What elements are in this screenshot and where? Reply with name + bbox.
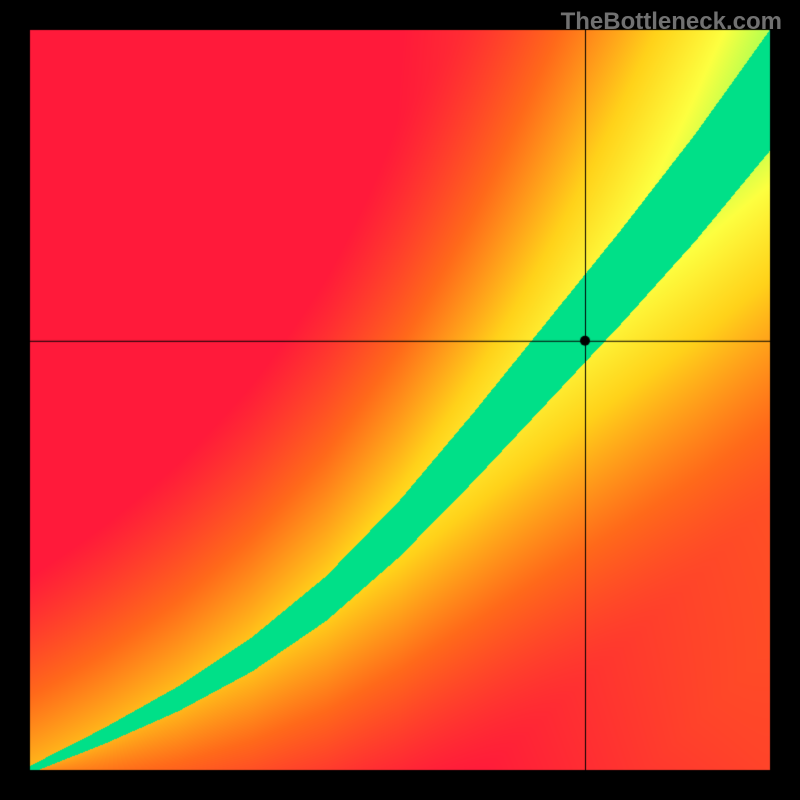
watermark-text: TheBottleneck.com xyxy=(561,8,782,36)
heatmap-canvas xyxy=(0,0,800,800)
chart-container: TheBottleneck.com xyxy=(0,0,800,800)
